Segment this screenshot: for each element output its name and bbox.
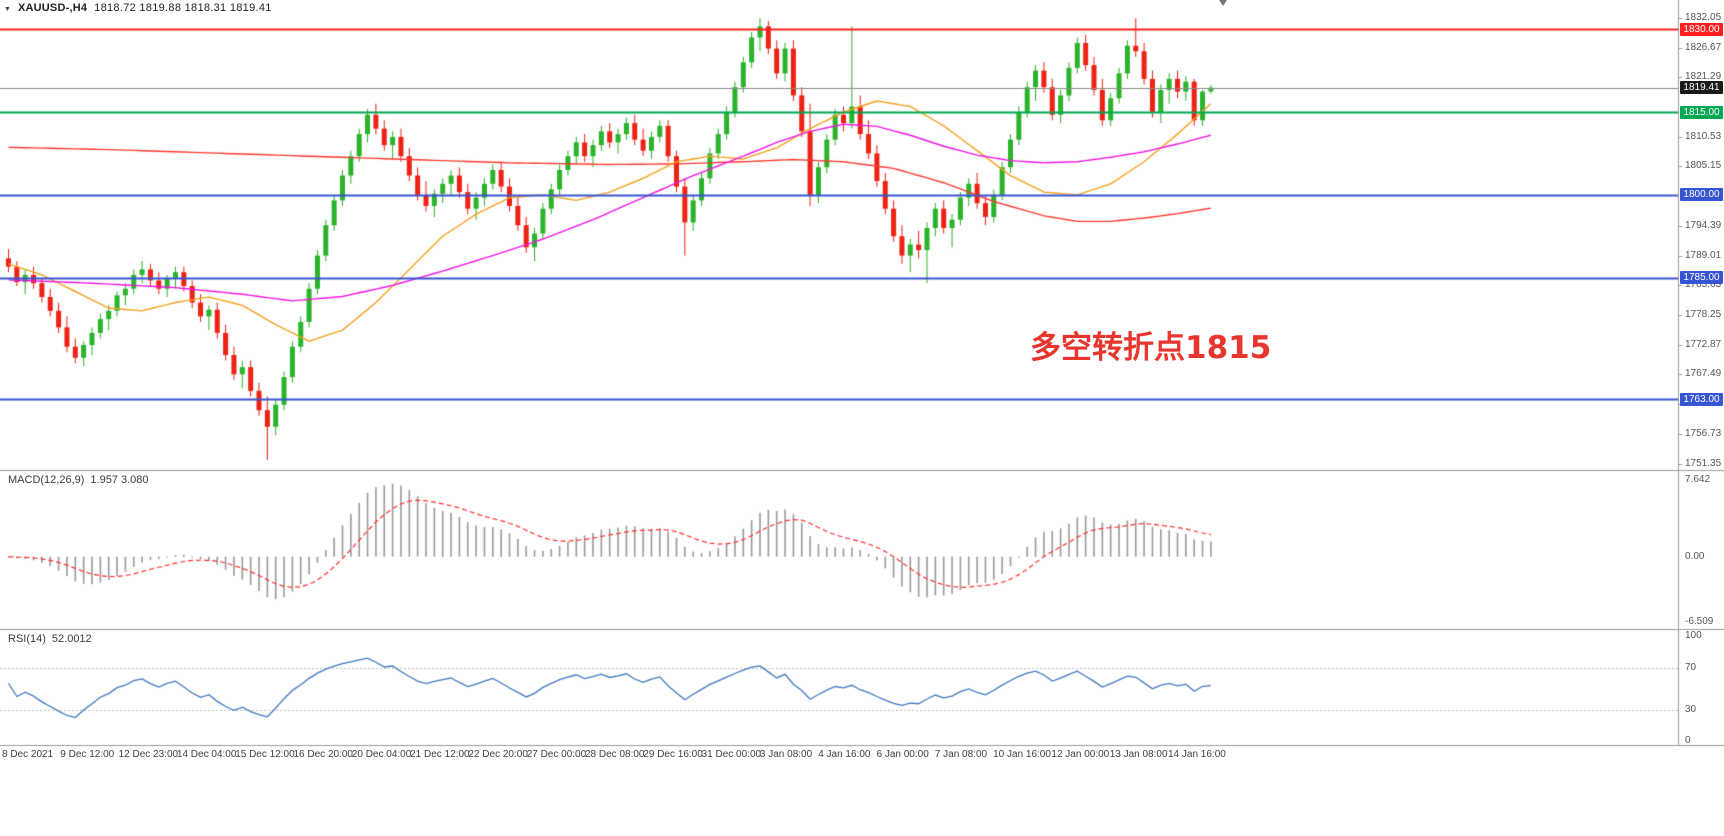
time-axis-label: 20 Dec 04:00	[351, 749, 412, 760]
rsi-axis-label: 70	[1685, 661, 1697, 673]
price-level-badge: 1830.00	[1680, 22, 1723, 36]
price-level-badge: 1815.00	[1680, 105, 1723, 119]
time-axis-label: 31 Dec 00:00	[701, 749, 762, 760]
time-axis-label: 4 Jan 16:00	[818, 749, 871, 760]
price-axis-label: 1826.67	[1685, 41, 1722, 53]
price-scale[interactable]: 1832.05 1826.67 1821.29 1810.53 1805.15 1794.…	[1678, 0, 1724, 746]
macd-axis-label: -6.509	[1685, 616, 1714, 627]
price-axis-label: 1810.53	[1685, 130, 1722, 142]
current-price-badge: 1819.41	[1680, 81, 1723, 95]
price-axis-label: 1756.73	[1685, 427, 1722, 439]
time-axis-label: 7 Jan 08:00	[934, 749, 988, 760]
time-axis-label: 12 Dec 23:00	[118, 749, 179, 760]
price-level-badge: 1763.00	[1680, 392, 1723, 406]
macd-axis-label: 7.642	[1685, 474, 1711, 485]
price-axis-label: 1751.35	[1685, 457, 1722, 469]
rsi-indicator-label: RSI(14) 52.0012	[8, 633, 92, 645]
symbol-timeframe-label: XAUUSD-,H4	[17, 2, 88, 14]
rsi-value: 52.0012	[51, 633, 92, 645]
price-axis-label: 1805.15	[1685, 160, 1722, 172]
price-axis-label: 1778.25	[1685, 308, 1722, 320]
time-axis-label: 15 Dec 12:00	[235, 749, 295, 760]
price-axis-label: 1772.87	[1685, 338, 1722, 350]
price-axis-label: 1832.05	[1685, 11, 1722, 23]
time-axis-label: 10 Jan 16:00	[993, 749, 1051, 760]
rsi-axis-label: 0	[1685, 735, 1691, 746]
macd-indicator-label: MACD(12,26,9) 1.957 3.080	[8, 474, 149, 486]
time-axis-label: 6 Jan 00:00	[876, 749, 929, 760]
price-axis-label: 1821.29	[1685, 71, 1722, 83]
price-level-badge: 1800.00	[1680, 188, 1723, 202]
price-axis-label: 1789.01	[1685, 249, 1722, 261]
price-axis-label: 1794.39	[1685, 219, 1722, 231]
annotation-text: 多空转折点1815	[1030, 330, 1272, 366]
price-axis-label: 1783.63	[1685, 279, 1722, 291]
macd-values: 1.957 3.080	[90, 474, 149, 486]
time-axis-label: 3 Jan 08:00	[759, 749, 813, 760]
price-axis-label: 1767.49	[1685, 368, 1722, 380]
time-axis-label: 14 Dec 04:00	[176, 749, 237, 760]
time-axis-label: 8 Dec 2021	[2, 749, 54, 760]
time-axis-label: 27 Dec 00:00	[526, 749, 587, 760]
ohlc-values: 1818.72 1819.88 1818.31 1819.41	[94, 2, 272, 14]
chart-shift-marker	[1219, 0, 1227, 6]
time-axis-label: 16 Dec 20:00	[293, 749, 354, 760]
time-axis-label: 22 Dec 20:00	[468, 749, 528, 760]
rsi-axis-label: 30	[1685, 703, 1697, 715]
symbol-dropdown-icon[interactable]: ▼	[4, 5, 11, 13]
time-axis-label: 21 Dec 12:00	[410, 749, 470, 760]
time-axis-label: 28 Dec 08:00	[585, 749, 645, 760]
time-scale[interactable]: 8 Dec 2021 9 Dec 12:00 12 Dec 23:00 14 Dec …	[0, 746, 1678, 764]
macd-params-label: MACD(12,26,9)	[8, 474, 85, 486]
macd-axis-label: 0.00	[1685, 550, 1705, 562]
time-axis-label: 13 Jan 08:00	[1109, 749, 1168, 760]
time-axis-label: 29 Dec 16:00	[643, 749, 703, 760]
price-level-badge: 1785.00	[1680, 271, 1723, 285]
time-axis-label: 12 Jan 00:00	[1051, 749, 1110, 760]
rsi-params-label: RSI(14)	[8, 633, 46, 645]
time-axis-label: 14 Jan 16:00	[1168, 749, 1226, 760]
time-axis-label: 9 Dec 12:00	[60, 749, 115, 760]
rsi-axis-label: 100	[1685, 630, 1702, 641]
chart-header: ▼ XAUUSD-,H4 1818.72 1819.88 1818.31 181…	[4, 2, 272, 14]
